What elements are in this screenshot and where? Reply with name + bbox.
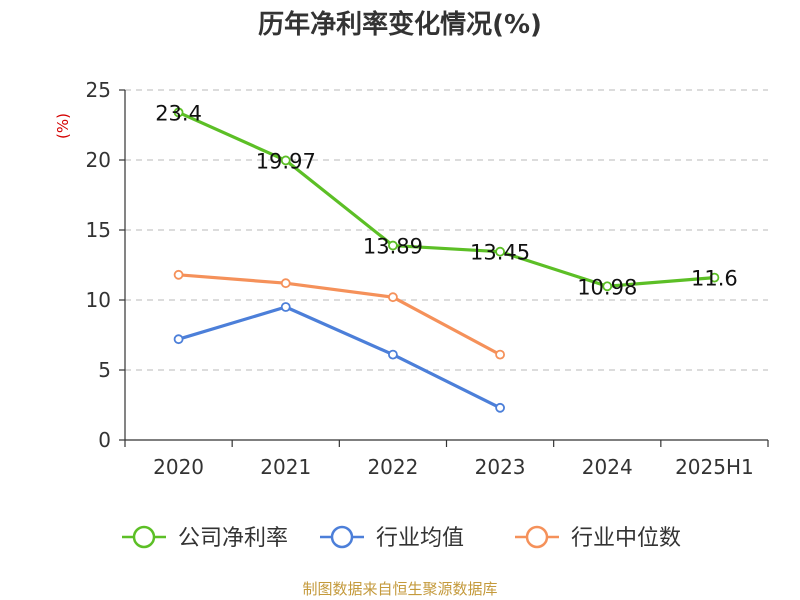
- x-tick-label: 2025H1: [675, 455, 754, 479]
- data-point: [173, 334, 184, 345]
- data-label: 10.98: [577, 275, 637, 299]
- series-line-2: [178, 273, 501, 357]
- data-label: 23.4: [155, 101, 202, 125]
- y-tick-label: 25: [86, 78, 111, 102]
- x-tick-label: 2020: [153, 455, 204, 479]
- data-point: [280, 302, 291, 312]
- data-point: [709, 272, 720, 283]
- x-tick-label: 2022: [367, 455, 418, 479]
- data-point: [173, 107, 184, 118]
- y-tick-label: 0: [98, 428, 111, 452]
- x-tick-label: 2024: [582, 455, 633, 479]
- data-point: [602, 281, 613, 292]
- data-point: [495, 402, 505, 413]
- y-tick-label: 20: [86, 148, 111, 172]
- data-point: [173, 269, 184, 280]
- data-label: 13.89: [363, 235, 423, 259]
- data-label: 11.6: [691, 267, 738, 291]
- legend-label: 行业均值: [376, 526, 464, 551]
- series-line-1: [178, 305, 501, 410]
- legend-marker: [132, 525, 156, 549]
- data-point: [388, 240, 398, 251]
- data-point: [495, 246, 505, 257]
- legend-label: 行业中位数: [571, 526, 681, 551]
- x-tick-label: 2023: [475, 455, 526, 479]
- data-point: [280, 155, 291, 166]
- legend-marker: [525, 525, 549, 549]
- data-point: [388, 349, 398, 360]
- legend-label: 公司净利率: [178, 526, 288, 551]
- x-tick-label: 2021: [260, 455, 311, 479]
- data-point: [388, 292, 398, 303]
- data-point: [495, 349, 505, 360]
- legend-marker: [330, 525, 354, 549]
- chart-title: 历年净利率变化情况(%): [258, 10, 542, 40]
- y-axis-label: (%): [54, 113, 72, 139]
- data-point: [280, 278, 291, 289]
- data-label: 19.97: [256, 149, 316, 173]
- y-tick-label: 10: [86, 288, 111, 312]
- series-line-0: [177, 110, 715, 288]
- y-tick-label: 15: [86, 218, 111, 242]
- y-tick-label: 5: [98, 358, 111, 382]
- source-footer: 制图数据来自恒生聚源数据库: [302, 580, 498, 598]
- data-label: 13.45: [470, 241, 530, 265]
